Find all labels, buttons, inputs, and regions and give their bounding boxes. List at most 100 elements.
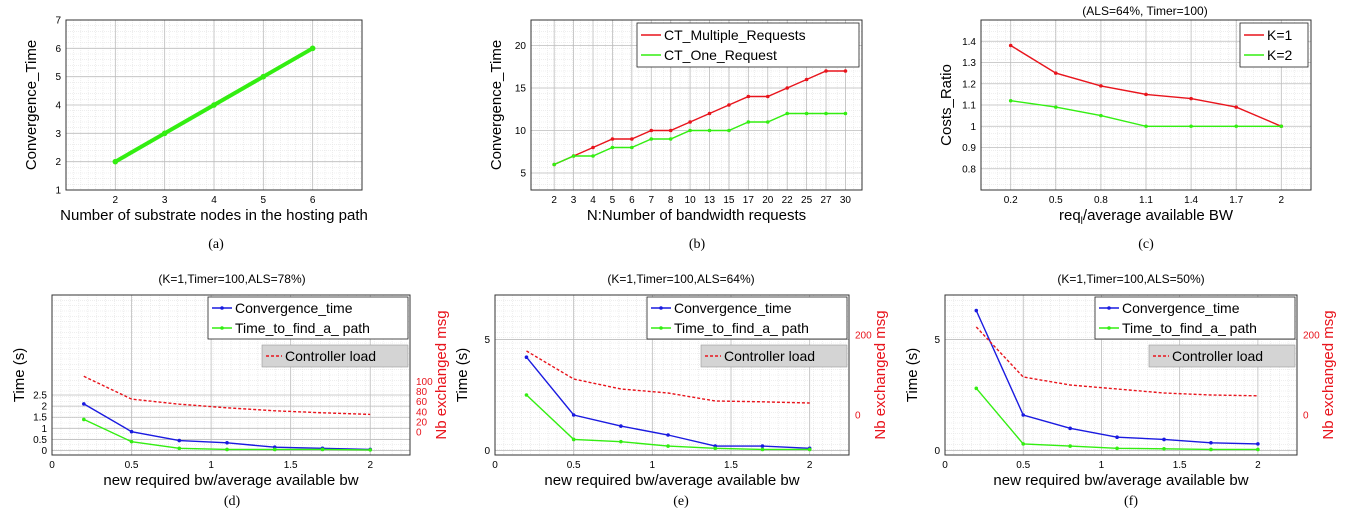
x-tick-label: 2 bbox=[551, 195, 557, 206]
data-point bbox=[688, 120, 692, 124]
data-point bbox=[668, 128, 673, 133]
y-tick-label: 15 bbox=[515, 84, 527, 95]
legend-label: Convergence_time bbox=[1122, 300, 1240, 316]
x-axis-label-rest: /average available BW bbox=[1083, 207, 1234, 224]
y-tick-label: 2 bbox=[55, 157, 61, 168]
y-axis-label: Time (s) bbox=[454, 348, 471, 402]
x-tick-label: 5 bbox=[261, 195, 267, 206]
data-point bbox=[610, 137, 615, 141]
data-point bbox=[688, 128, 692, 133]
legend-marker bbox=[659, 306, 663, 310]
chart-title: (K=1,Timer=100,ALS=50%) bbox=[1057, 272, 1204, 286]
legend-marker bbox=[1107, 326, 1111, 330]
plot-frame bbox=[980, 19, 1312, 191]
x-tick-label: 1.4 bbox=[1184, 195, 1198, 206]
data-point bbox=[320, 447, 325, 452]
legend-label: CT_One_Request bbox=[664, 47, 777, 63]
x-tick-label: 1 bbox=[208, 460, 214, 471]
data-point bbox=[524, 393, 529, 397]
y-right-tick-label: 200 bbox=[1303, 331, 1320, 342]
data-point bbox=[161, 130, 168, 137]
x-tick-label: 4 bbox=[590, 195, 596, 206]
legend-box bbox=[1094, 296, 1296, 340]
x-tick-label: 1.7 bbox=[1229, 195, 1243, 206]
plot-frame bbox=[530, 19, 863, 191]
plot-frame bbox=[494, 294, 850, 456]
data-point bbox=[649, 137, 654, 141]
data-point bbox=[260, 73, 267, 80]
data-point bbox=[524, 355, 529, 360]
plot-frame bbox=[944, 294, 1298, 456]
panel-caption: (b) bbox=[689, 237, 706, 252]
data-point bbox=[630, 137, 634, 141]
panel-caption: (a) bbox=[208, 237, 224, 252]
legend-label: Controller load bbox=[285, 348, 376, 364]
data-point bbox=[1234, 105, 1238, 109]
legend-label: Controller load bbox=[724, 348, 815, 364]
data-point bbox=[746, 94, 751, 99]
y-tick-label: 3 bbox=[55, 129, 61, 140]
data-point bbox=[843, 111, 848, 116]
data-point bbox=[807, 447, 812, 452]
chart-panel-f: 0 0.5 1 1.5 2 0 5 0 200 new required bw/average a… bbox=[904, 272, 1337, 509]
legend-box-secondary bbox=[700, 344, 848, 368]
legend: Convergence_time Time_to_find_a_ path Cont… bbox=[1094, 296, 1296, 368]
legend-box-secondary bbox=[1148, 344, 1296, 368]
x-tick-label: 2 bbox=[807, 460, 813, 471]
data-point bbox=[1162, 437, 1166, 442]
series-line-2 bbox=[526, 350, 810, 404]
data-point bbox=[666, 444, 670, 448]
data-point bbox=[785, 111, 789, 116]
x-tick-label: 0 bbox=[492, 460, 498, 471]
y-axis-label: Convergence_Time bbox=[23, 40, 40, 170]
data-point bbox=[1162, 446, 1166, 451]
y-tick-label: 1.2 bbox=[962, 79, 976, 90]
x-axis-label: new required bw/average available bw bbox=[993, 472, 1248, 489]
y-tick-label: 20 bbox=[515, 41, 527, 52]
legend: Convergence_time Time_to_find_a_ path Cont… bbox=[646, 296, 848, 368]
y-right-axis-label: Nb exchanged msg bbox=[433, 310, 450, 439]
data-point bbox=[1256, 447, 1260, 452]
plot-frame bbox=[51, 294, 411, 456]
data-point bbox=[571, 413, 576, 417]
x-tick-label: 4 bbox=[211, 195, 217, 206]
y-tick-label: 0 bbox=[41, 446, 47, 457]
legend-box bbox=[636, 22, 860, 68]
data-point bbox=[112, 158, 119, 165]
y-right-tick-label: 0 bbox=[1303, 411, 1309, 422]
chart-title: (ALS=64%, Timer=100) bbox=[1082, 4, 1207, 18]
x-tick-label: 2 bbox=[1279, 195, 1285, 206]
data-point bbox=[1209, 440, 1213, 445]
panel-caption: (d) bbox=[224, 494, 241, 509]
legend-label: Convergence_time bbox=[674, 300, 792, 316]
data-point bbox=[843, 69, 848, 73]
legend-box-secondary bbox=[261, 344, 409, 368]
data-point bbox=[552, 162, 556, 167]
data-point bbox=[630, 145, 634, 150]
chart-panel-b: 2 3 4 5 6 7 8 10 13 15 17 20 22 25 27 305101520N:Number… bbox=[488, 19, 863, 252]
data-point bbox=[974, 308, 979, 313]
legend-marker bbox=[220, 306, 224, 310]
data-point bbox=[707, 128, 712, 133]
x-axis-label: new required bw/average available bw bbox=[544, 472, 799, 489]
y-right-axis-label: Nb exchanged msg bbox=[872, 310, 889, 439]
y-axis-label: Time (s) bbox=[904, 348, 921, 402]
chart-panel-c: 0.2 0.5 0.8 1.1 1.4 1.7 20.80.911.11.21.31.4re… bbox=[938, 4, 1312, 252]
legend-label: K=1 bbox=[1267, 27, 1293, 43]
panel-caption: (c) bbox=[1138, 237, 1154, 252]
data-point bbox=[707, 111, 712, 116]
legend: CT_Multiple_Requests CT_One_Request bbox=[636, 22, 860, 68]
data-point bbox=[760, 447, 765, 452]
y-axis-label: Convergence_Time bbox=[488, 40, 505, 170]
legend-marker bbox=[220, 326, 224, 330]
y-tick-label: 6 bbox=[55, 44, 61, 55]
y-tick-label: 5 bbox=[55, 72, 61, 83]
data-point bbox=[225, 447, 229, 452]
y-tick-label: 2 bbox=[41, 402, 47, 413]
x-tick-label: 1 bbox=[650, 460, 656, 471]
data-point bbox=[1256, 442, 1260, 446]
x-tick-label: 0.2 bbox=[1004, 195, 1018, 206]
legend-box bbox=[1239, 22, 1309, 68]
y-right-tick-label: 60 bbox=[416, 397, 428, 408]
x-tick-label: 22 bbox=[782, 195, 794, 206]
